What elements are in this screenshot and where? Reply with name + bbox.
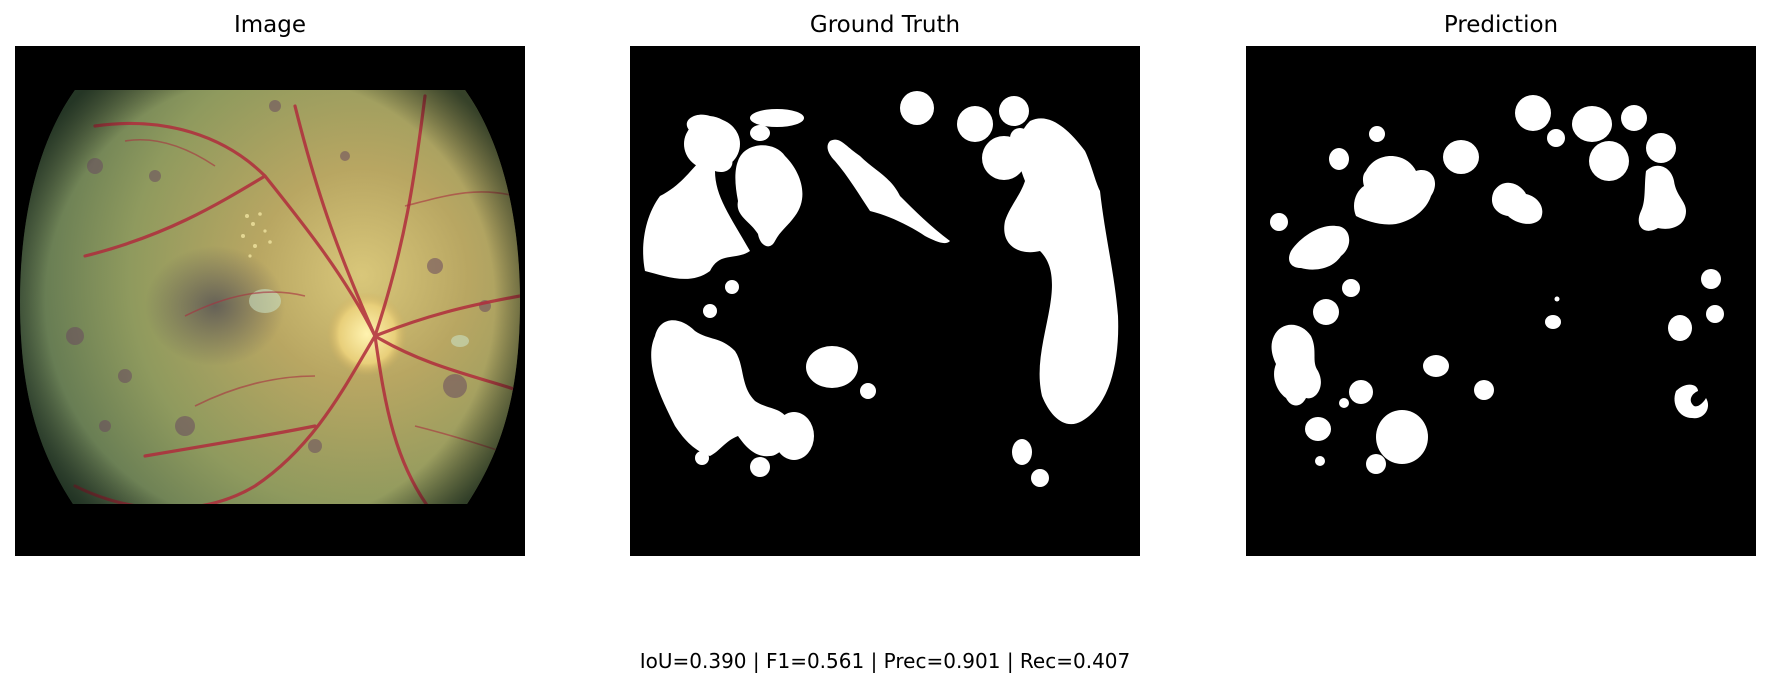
- metrics-caption: IoU=0.390 | F1=0.561 | Prec=0.901 | Rec=…: [639, 649, 1131, 673]
- ground-truth-mask: [630, 46, 1140, 556]
- panel-title-ground-truth: Ground Truth: [809, 12, 961, 38]
- prediction-mask-panel: [1246, 46, 1756, 556]
- ground-truth-mask-panel: [630, 46, 1140, 556]
- fundus-image-panel: [15, 46, 525, 556]
- panel-title-prediction: Prediction: [1443, 12, 1559, 38]
- fundus-image: [15, 46, 525, 556]
- prediction-mask: [1246, 46, 1756, 556]
- panel-title-image: Image: [233, 12, 307, 38]
